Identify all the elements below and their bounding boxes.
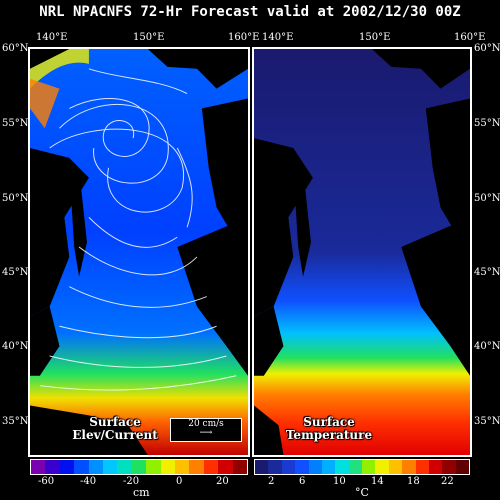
temp-unit: °C [355,486,369,499]
land-siberia-r [371,49,470,89]
surface-temperature-map [254,49,470,455]
temp-swatch-15 [455,460,469,474]
temp-swatch-6 [335,460,349,474]
lat-label-50-left: 50°N [2,193,29,204]
elevation-colorbar [30,459,248,475]
elev-swatch-6 [117,460,132,474]
lon-label-140-left: 140°E [36,32,68,43]
current-streamlines [39,68,237,391]
temp-swatch-1 [268,460,282,474]
elev-tick-neg60: -60 [38,476,55,487]
temp-swatch-5 [321,460,336,474]
land-kurils-east-r [401,217,470,376]
elev-swatch-8 [146,460,161,474]
lat-label-55-left: 55°N [2,118,29,129]
land-hokkaido [30,306,60,376]
lat-label-45-left: 45°N [2,267,29,278]
west-anomaly [30,78,60,129]
lon-label-150-right: 150°E [359,32,391,43]
lon-label-160-left: 160°E [228,32,260,43]
temp-tick-2: 2 [268,476,275,487]
temp-panel-label-line1: Surface [303,415,355,429]
elev-tick-neg40: -40 [80,476,97,487]
temp-swatch-4 [308,460,322,474]
elev-tick-20: 20 [216,476,229,487]
temp-swatch-14 [442,460,456,474]
temp-panel-label-line2: Temperature [285,428,373,442]
lon-label-150-left: 150°E [133,32,165,43]
land-north-left [30,49,70,69]
lat-label-50-right: 50°N [474,193,500,204]
elev-swatch-10 [175,460,190,474]
elev-swatch-9 [160,460,176,474]
land-kamchatka [201,98,248,233]
elev-swatch-7 [131,460,147,474]
temp-tick-22: 22 [441,476,454,487]
land-siberia [147,49,248,89]
lat-label-60-left: 60°N [2,43,29,54]
land-sakhalin-r [293,167,311,277]
surface-temperature-panel: Surface Temperature [252,47,472,457]
elev-swatch-4 [88,460,104,474]
lat-label-35-left: 35°N [2,416,29,427]
land-kurils-east [177,217,248,376]
temp-tick-14: 14 [371,476,384,487]
land-honshu [30,405,148,455]
elev-swatch-0 [31,460,46,474]
surface-elevation-panel: Surface Elev/Current [28,47,250,457]
map-title: NRL NPACNFS 72-Hr Forecast valid at 2002… [39,4,461,20]
temp-swatch-0 [255,460,269,474]
vector-scale-label: 20 cm/s [188,419,224,429]
lon-label-140-right: 140°E [262,32,294,43]
elev-tick-neg20: -20 [123,476,140,487]
temp-swatch-10 [388,460,403,474]
elev-panel-label-line1: Surface [89,415,141,429]
lat-label-60-right: 60°N [474,43,500,54]
elev-swatch-13 [218,460,233,474]
elev-swatch-12 [203,460,219,474]
surface-elevation-map [30,49,248,455]
elev-swatch-14 [232,460,248,474]
lon-label-160-right: 160°E [454,32,486,43]
temp-tick-18: 18 [407,476,420,487]
temp-swatch-13 [428,460,443,474]
temp-swatch-2 [281,460,296,474]
elev-swatch-2 [59,460,75,474]
temp-swatch-3 [295,460,309,474]
temp-panel-label: Surface Temperature [274,416,384,442]
temp-swatch-12 [415,460,429,474]
temp-tick-6: 6 [299,476,306,487]
lat-label-45-right: 45°N [474,267,500,278]
lat-label-55-right: 55°N [474,118,500,129]
land-kamchatka-r [425,98,470,233]
lat-label-40-left: 40°N [2,341,29,352]
elev-panel-label-line2: Elev/Current [72,428,158,442]
temp-swatch-9 [375,460,389,474]
vector-arrow-icon: ⟶ [199,428,213,438]
elev-swatch-3 [74,460,89,474]
elev-swatch-5 [103,460,118,474]
temperature-colorbar [254,459,470,475]
temp-swatch-11 [402,460,416,474]
elev-unit: cm [133,486,150,499]
elev-panel-label: Surface Elev/Current [60,416,170,442]
elev-tick-0: 0 [176,476,183,487]
elev-swatch-1 [45,460,60,474]
land-hokkaido-r [254,306,284,376]
temp-swatch-7 [348,460,362,474]
lat-label-40-right: 40°N [474,341,500,352]
elev-swatch-11 [189,460,204,474]
lat-label-35-right: 35°N [474,416,500,427]
temp-tick-10: 10 [333,476,346,487]
temp-swatch-8 [362,460,376,474]
vector-scale-box: 20 cm/s ⟶ [170,418,242,442]
land-honshu-r [254,405,284,455]
